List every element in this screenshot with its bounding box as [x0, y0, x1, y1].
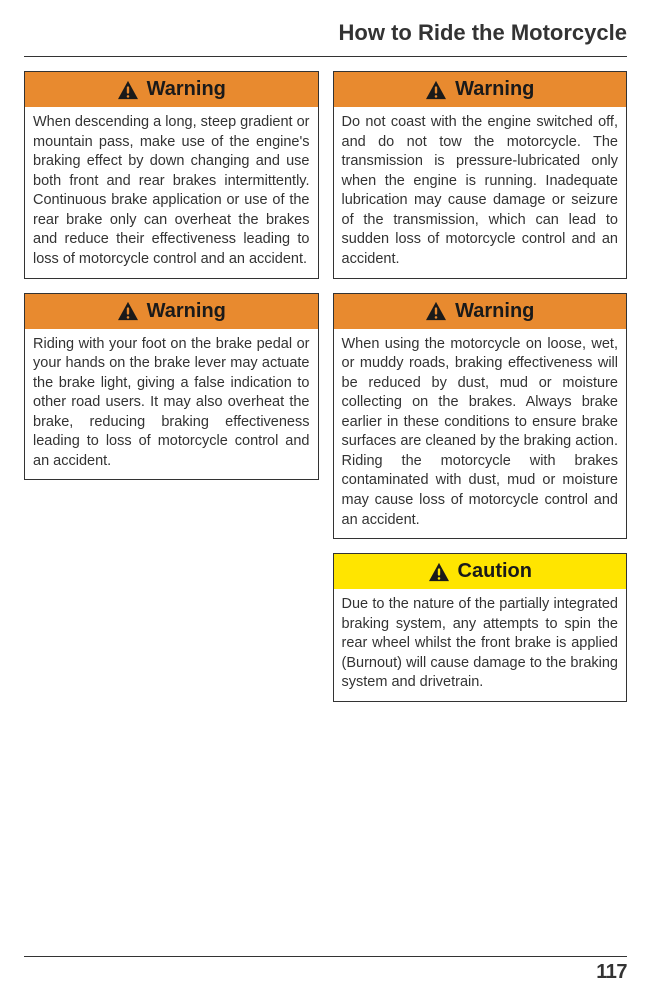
footer-divider	[24, 956, 627, 957]
page-footer: 117	[24, 956, 627, 984]
warning-triangle-icon	[117, 301, 139, 321]
warning-label: Warning	[147, 78, 226, 101]
warning-triangle-icon	[117, 80, 139, 100]
warning-label: Warning	[455, 300, 534, 323]
caution-box: Caution Due to the nature of the partial…	[333, 553, 628, 702]
warning-body: Riding with your foot on the brake pedal…	[25, 329, 318, 480]
warning-triangle-icon	[428, 562, 450, 582]
page-title: How to Ride the Motorcycle	[24, 20, 627, 46]
caution-label: Caution	[458, 560, 532, 583]
page-number: 117	[24, 961, 627, 984]
warning-box: Warning When descending a long, steep gr…	[24, 71, 319, 279]
left-column: Warning When descending a long, steep gr…	[24, 71, 319, 702]
warning-body: When using the motorcycle on loose, wet,…	[334, 329, 627, 539]
warning-body: When descending a long, steep gradient o…	[25, 107, 318, 278]
title-divider	[24, 56, 627, 57]
warning-body: Do not coast with the engine switched of…	[334, 107, 627, 278]
warning-header: Warning	[25, 72, 318, 107]
warning-header: Warning	[334, 72, 627, 107]
warning-triangle-icon	[425, 80, 447, 100]
content-columns: Warning When descending a long, steep gr…	[24, 71, 627, 702]
caution-header: Caution	[334, 554, 627, 589]
warning-box: Warning When using the motorcycle on loo…	[333, 293, 628, 540]
warning-label: Warning	[455, 78, 534, 101]
warning-header: Warning	[334, 294, 627, 329]
warning-label: Warning	[147, 300, 226, 323]
warning-header: Warning	[25, 294, 318, 329]
warning-box: Warning Do not coast with the engine swi…	[333, 71, 628, 279]
caution-body: Due to the nature of the partially integ…	[334, 589, 627, 701]
warning-triangle-icon	[425, 301, 447, 321]
right-column: Warning Do not coast with the engine swi…	[333, 71, 628, 702]
warning-box: Warning Riding with your foot on the bra…	[24, 293, 319, 481]
